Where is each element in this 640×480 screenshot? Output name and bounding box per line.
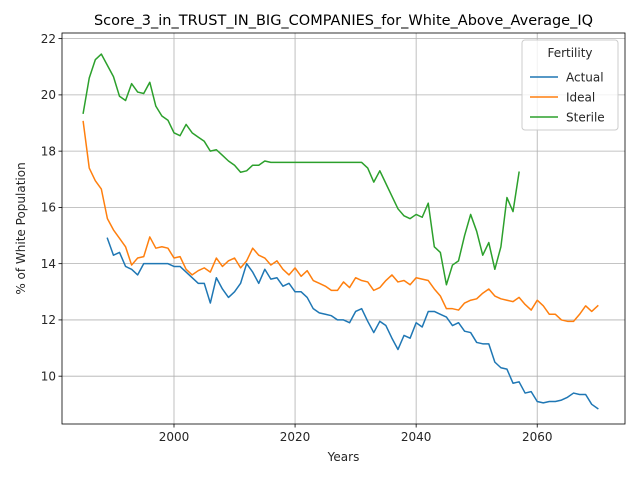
legend-box xyxy=(521,39,619,131)
y-tick-label: 22 xyxy=(41,32,56,46)
y-tick-label: 12 xyxy=(41,313,56,327)
y-tick-label: 20 xyxy=(41,88,56,102)
y-tick-label: 16 xyxy=(41,201,56,215)
x-axis-label: Years xyxy=(327,450,360,464)
x-tick-label: 2060 xyxy=(522,430,553,444)
y-tick-label: 10 xyxy=(41,369,56,383)
y-tick-label: 14 xyxy=(41,257,56,271)
legend-title: Fertility xyxy=(547,46,592,60)
series-lines xyxy=(82,53,599,410)
legend-label-actual: Actual xyxy=(566,70,604,84)
x-tick-label: 2000 xyxy=(159,430,190,444)
y-tick-label: 18 xyxy=(41,144,56,158)
series-line-actual xyxy=(106,237,599,410)
series-line-sterile xyxy=(82,53,520,286)
chart-title: Score_3_in_TRUST_IN_BIG_COMPANIES_for_Wh… xyxy=(94,13,593,29)
legend-label-sterile: Sterile xyxy=(566,110,605,124)
legend-label-ideal: Ideal xyxy=(566,90,595,104)
axis-ticks: 2000 2020 2040 2060 10 12 14 16 18 20 22 xyxy=(41,32,553,444)
y-axis-label: % of White Population xyxy=(14,162,28,294)
legend: Fertility Actual Ideal Sterile xyxy=(521,39,619,131)
grid xyxy=(62,33,625,424)
x-tick-label: 2020 xyxy=(280,430,311,444)
series-line-ideal xyxy=(82,120,599,323)
legend-entries: Actual Ideal Sterile xyxy=(530,70,605,124)
x-tick-label: 2040 xyxy=(401,430,432,444)
plot-frame xyxy=(61,32,626,425)
